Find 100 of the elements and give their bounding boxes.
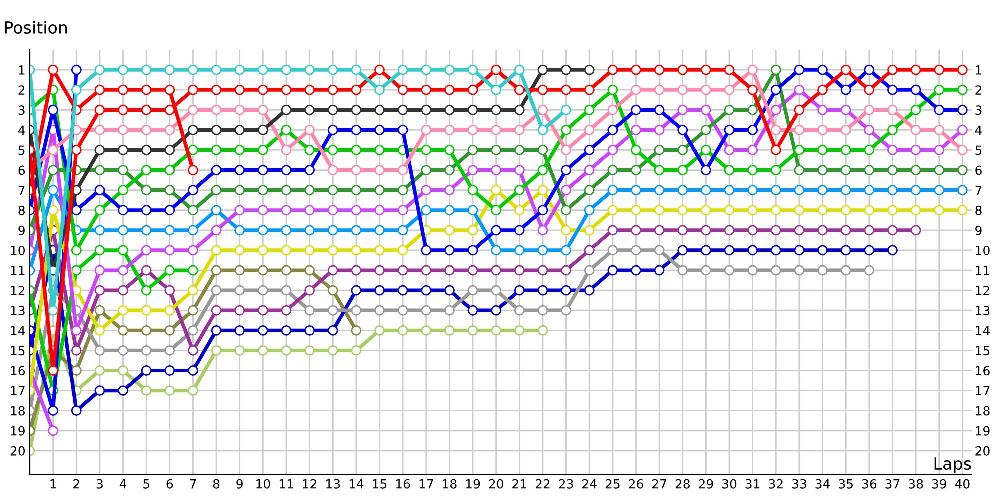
point (351, 145, 362, 156)
point (561, 84, 572, 96)
point (351, 205, 362, 216)
point (118, 285, 128, 296)
point (328, 185, 338, 196)
point (888, 124, 898, 136)
point (164, 124, 176, 136)
point (840, 145, 852, 156)
point (281, 225, 292, 236)
point (538, 84, 548, 96)
point (678, 165, 688, 176)
point (118, 265, 128, 276)
point (538, 265, 548, 276)
point (421, 205, 432, 216)
point (514, 124, 525, 136)
point (421, 64, 432, 76)
point (258, 84, 268, 96)
point (654, 104, 665, 116)
point (94, 84, 106, 96)
point (794, 185, 805, 196)
point (514, 285, 525, 296)
y2-tick-label: 12 (976, 286, 990, 296)
point (281, 145, 292, 156)
point (188, 265, 198, 276)
point (118, 325, 128, 336)
point (444, 245, 455, 256)
point (631, 205, 642, 216)
point (374, 64, 385, 76)
point (724, 245, 735, 256)
point (584, 285, 595, 296)
point (188, 64, 198, 76)
point (678, 124, 688, 136)
x-tick-label: 14 (350, 480, 364, 489)
point (94, 185, 106, 196)
y2-tick-label: 3 (976, 106, 982, 116)
point (748, 145, 758, 156)
point (608, 185, 618, 196)
point (164, 265, 176, 276)
point (281, 64, 292, 76)
point (141, 225, 152, 236)
point (164, 346, 176, 356)
point (234, 265, 246, 276)
point (141, 245, 152, 256)
point (538, 104, 548, 116)
point (561, 285, 572, 296)
point (724, 185, 735, 196)
point (468, 64, 478, 76)
point (770, 165, 782, 176)
point (258, 325, 268, 336)
x-tick-label: 19 (466, 479, 480, 489)
point (211, 225, 222, 236)
point (211, 64, 222, 76)
point (468, 165, 478, 176)
point (468, 305, 478, 316)
point (164, 165, 176, 176)
x-tick-label: 30 (722, 479, 737, 489)
point (351, 305, 362, 316)
point (818, 84, 828, 96)
point (118, 245, 128, 256)
point (281, 285, 292, 296)
point (491, 124, 502, 136)
point (188, 325, 198, 336)
point (141, 145, 152, 156)
point (748, 124, 758, 136)
point (211, 124, 222, 136)
y-tick-label: 7 (18, 186, 25, 196)
point (351, 104, 362, 116)
point (538, 205, 548, 216)
point (328, 285, 338, 296)
x-tick-label: 12 (303, 479, 317, 489)
point (141, 124, 152, 136)
point (258, 245, 268, 256)
point (328, 346, 338, 356)
point (444, 185, 455, 196)
point (398, 124, 408, 136)
point (304, 64, 316, 76)
x-tick-label: 35 (839, 479, 853, 489)
point (398, 265, 408, 276)
point (514, 165, 525, 176)
x-tick-label: 10 (256, 479, 270, 489)
point (188, 145, 198, 156)
y-tick-label: 4 (18, 126, 26, 135)
point (748, 185, 758, 196)
point (374, 265, 385, 276)
point (281, 165, 292, 176)
point (351, 84, 362, 96)
point (48, 185, 59, 196)
point (770, 124, 782, 136)
point (188, 285, 198, 296)
point (514, 205, 525, 216)
point (328, 245, 338, 256)
point (398, 325, 408, 336)
point (818, 64, 828, 76)
point (281, 84, 292, 96)
point (164, 205, 176, 216)
point (71, 145, 82, 156)
x-tick-label: 5 (144, 480, 150, 489)
point (118, 104, 128, 116)
point (258, 64, 268, 76)
point (561, 64, 572, 76)
